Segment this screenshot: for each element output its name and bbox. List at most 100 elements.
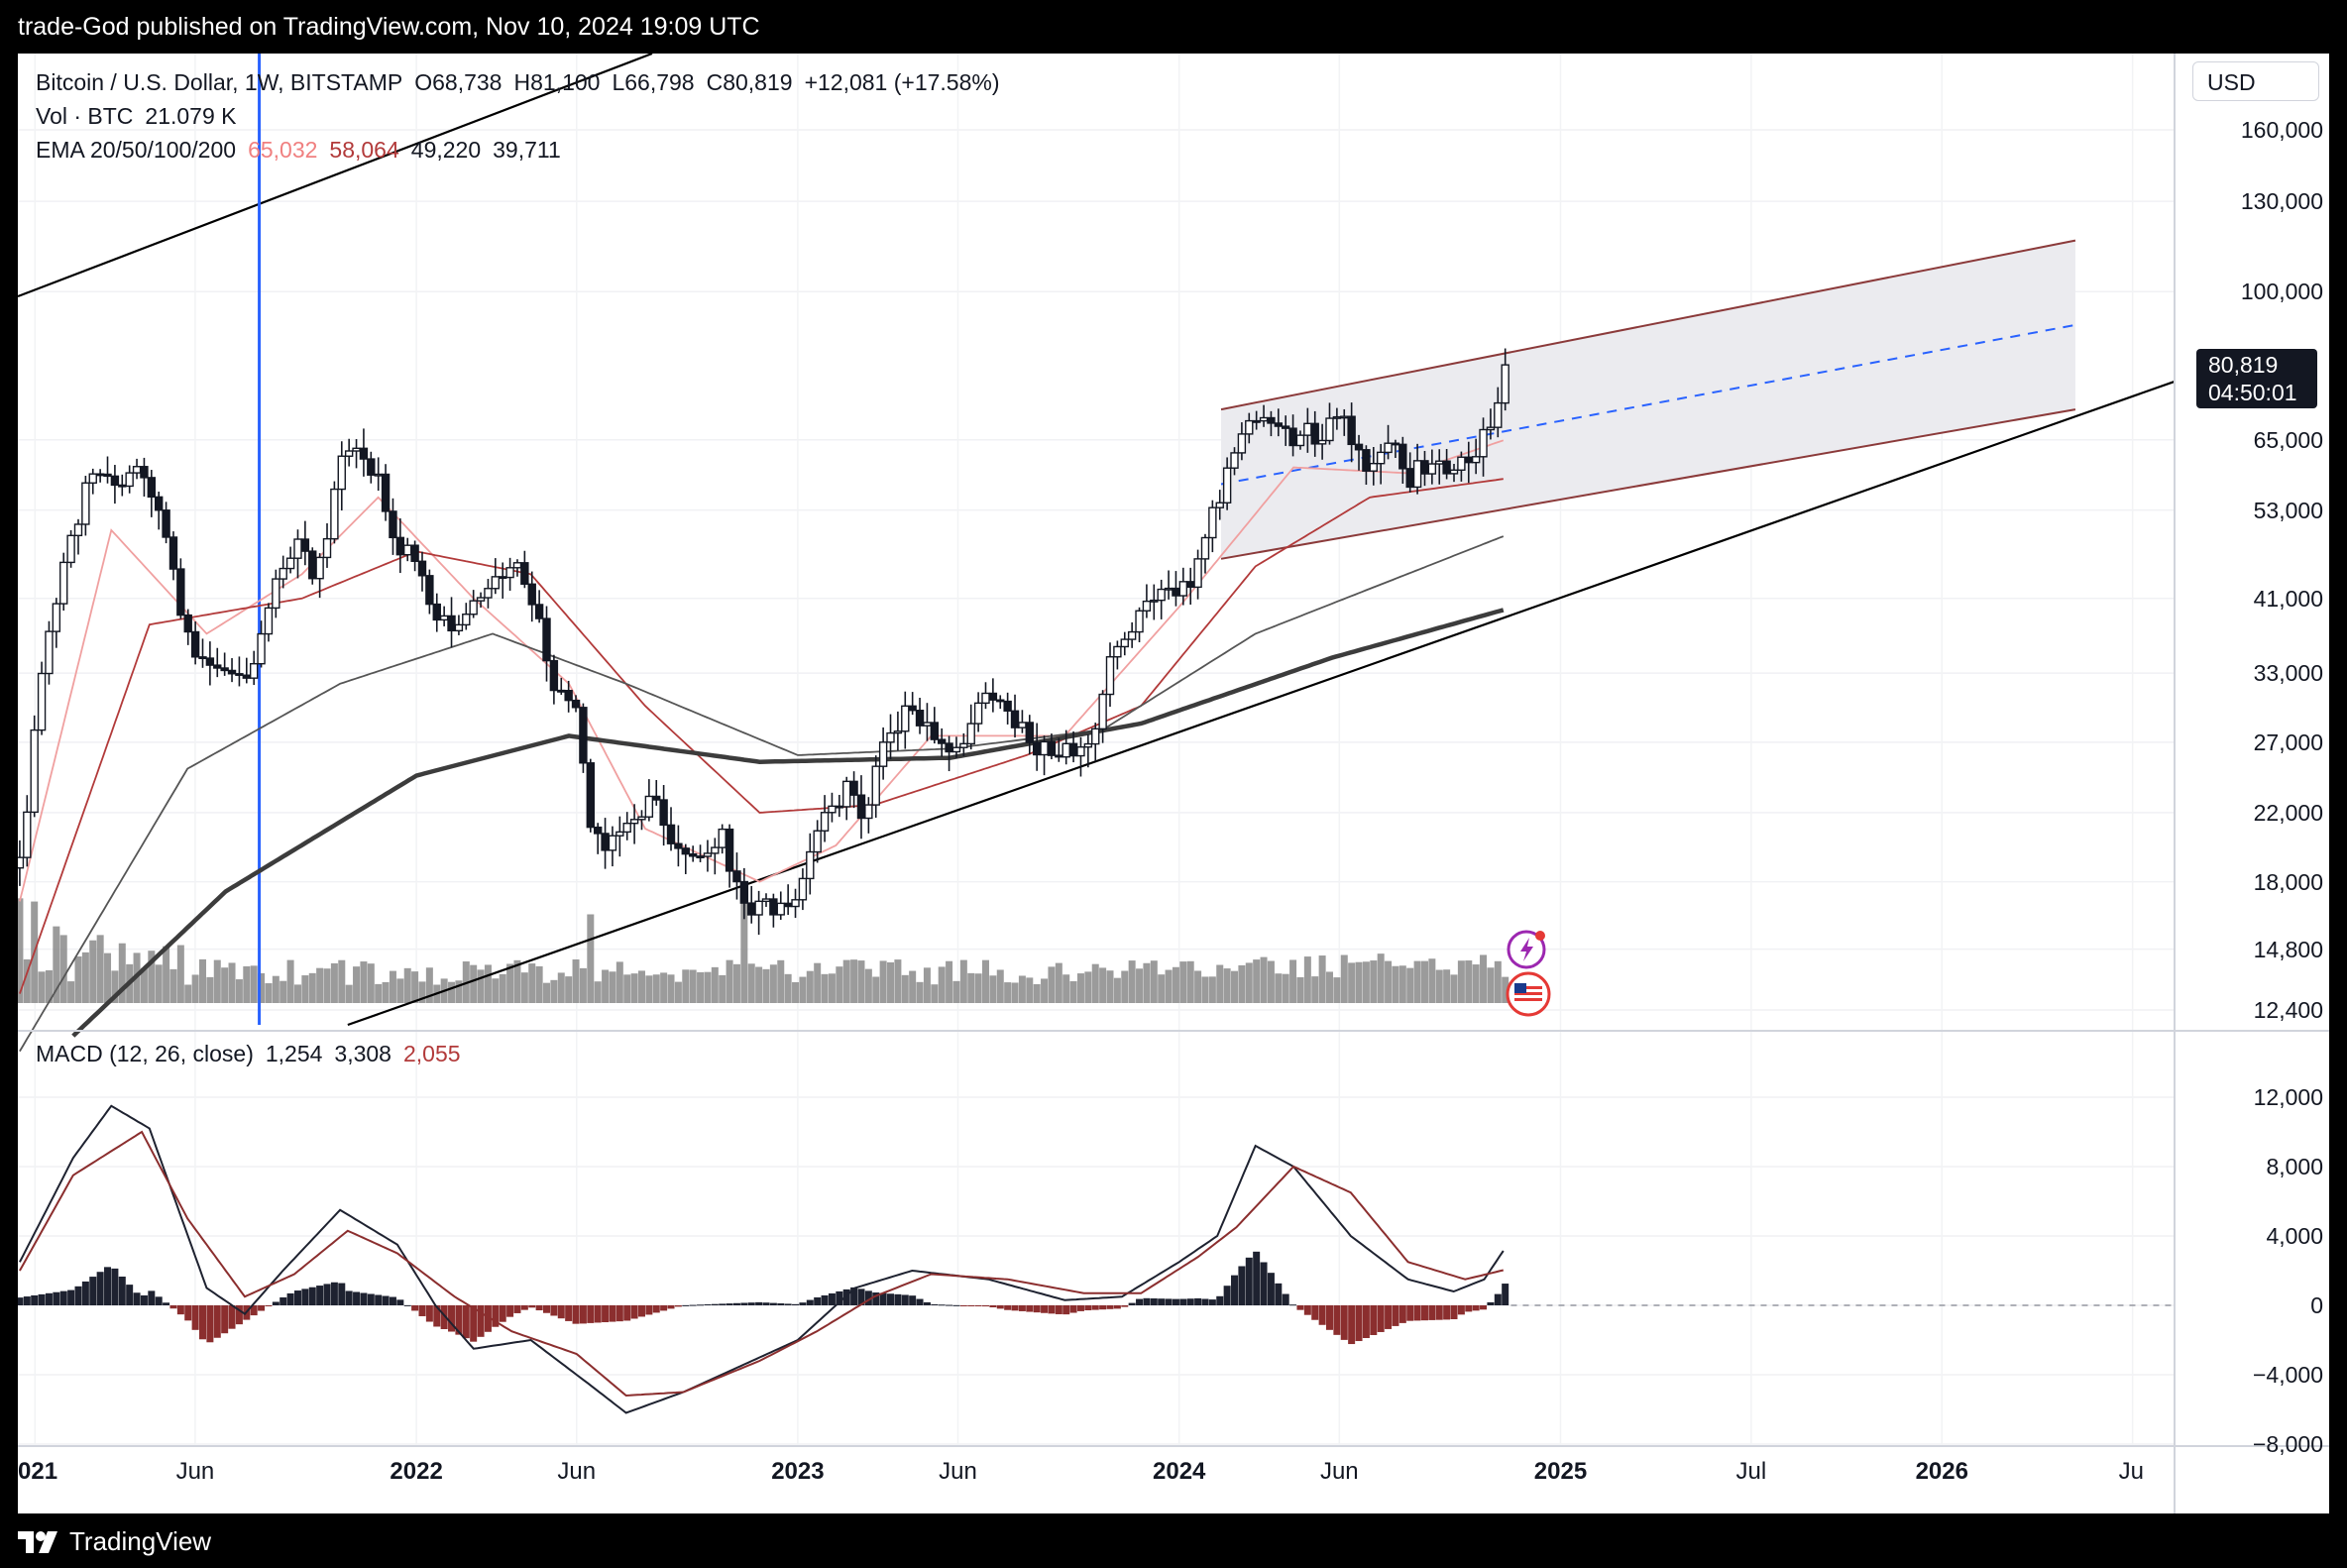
legend-ema-label[interactable]: EMA 20/50/100/200 <box>36 137 237 163</box>
candle[interactable] <box>951 746 961 753</box>
candle[interactable] <box>923 722 932 727</box>
candle[interactable] <box>1464 456 1473 464</box>
candle[interactable] <box>908 705 917 712</box>
chart-svg[interactable] <box>18 54 2329 1513</box>
candle[interactable] <box>125 472 134 488</box>
candle[interactable] <box>1295 434 1305 447</box>
candle[interactable] <box>981 692 990 705</box>
candle[interactable] <box>1427 463 1437 475</box>
candle[interactable] <box>1164 587 1174 591</box>
candle[interactable] <box>930 722 940 740</box>
candle[interactable] <box>856 794 866 820</box>
legend-symbol[interactable]: Bitcoin / U.S. Dollar, 1W, BITSTAMP <box>36 69 403 95</box>
candle[interactable] <box>344 450 354 457</box>
candle[interactable] <box>1405 468 1414 489</box>
candle[interactable] <box>696 855 705 859</box>
ema200-line[interactable] <box>71 608 1505 1038</box>
candle[interactable] <box>1098 693 1107 730</box>
candle[interactable] <box>864 804 873 820</box>
candle[interactable] <box>644 795 654 818</box>
candle[interactable] <box>183 614 192 633</box>
candle[interactable] <box>1420 460 1429 475</box>
candle[interactable] <box>1369 462 1378 472</box>
candle[interactable] <box>1267 416 1276 424</box>
candle[interactable] <box>81 482 90 525</box>
candle[interactable] <box>300 538 310 552</box>
candle[interactable] <box>293 538 302 559</box>
candle[interactable] <box>1172 587 1180 597</box>
candle[interactable] <box>849 780 858 796</box>
candle[interactable] <box>1398 443 1407 470</box>
candle[interactable] <box>1150 599 1159 603</box>
candle[interactable] <box>285 557 295 570</box>
candle[interactable] <box>381 473 391 512</box>
candle[interactable] <box>1047 740 1057 756</box>
candle[interactable] <box>1479 428 1488 458</box>
candle[interactable] <box>190 630 200 658</box>
candle[interactable] <box>279 567 287 580</box>
candle[interactable] <box>988 692 998 701</box>
candle[interactable] <box>147 477 157 499</box>
candle[interactable] <box>901 705 910 732</box>
candle[interactable] <box>557 689 566 693</box>
macd-signal-line[interactable] <box>19 1130 1505 1398</box>
candle[interactable] <box>601 833 610 851</box>
candle[interactable] <box>1003 700 1012 712</box>
candle[interactable] <box>1501 364 1509 404</box>
candle[interactable] <box>761 898 771 903</box>
candle[interactable] <box>549 659 559 692</box>
candle[interactable] <box>1055 754 1063 758</box>
candle[interactable] <box>593 826 603 835</box>
candle[interactable] <box>842 780 851 808</box>
candle[interactable] <box>1340 415 1349 419</box>
tradingview-logo[interactable]: TradingView <box>18 1526 211 1557</box>
candle[interactable] <box>432 603 441 621</box>
candle[interactable] <box>871 765 880 806</box>
candle[interactable] <box>30 728 39 814</box>
candle[interactable] <box>315 556 324 580</box>
candle[interactable] <box>66 534 75 564</box>
candle[interactable] <box>527 583 536 606</box>
candle[interactable] <box>103 473 112 478</box>
candle[interactable] <box>308 550 317 580</box>
us-flag-icon[interactable] <box>1504 969 1553 1019</box>
candle[interactable] <box>973 702 983 725</box>
candle[interactable] <box>1127 630 1137 640</box>
candle[interactable] <box>1391 442 1400 446</box>
macd-line[interactable] <box>19 1104 1505 1414</box>
candle[interactable] <box>937 738 947 744</box>
candle[interactable] <box>425 575 434 606</box>
candle[interactable] <box>703 852 713 857</box>
candle[interactable] <box>227 669 237 675</box>
candle[interactable] <box>776 902 785 916</box>
candle[interactable] <box>264 607 274 635</box>
candle[interactable] <box>564 690 573 702</box>
candle[interactable] <box>505 567 514 579</box>
candle[interactable] <box>352 447 361 452</box>
legend-macd-label[interactable]: MACD (12, 26, close) <box>36 1041 254 1066</box>
candle[interactable] <box>462 614 471 626</box>
candle[interactable] <box>374 473 383 477</box>
candle[interactable] <box>213 664 222 669</box>
candle[interactable] <box>1435 460 1444 465</box>
candle[interactable] <box>18 856 25 869</box>
candle[interactable] <box>637 816 646 821</box>
candle[interactable] <box>410 544 419 562</box>
candle[interactable] <box>1412 460 1422 489</box>
candle[interactable] <box>235 673 244 676</box>
candle[interactable] <box>73 523 83 537</box>
chart-frame[interactable]: Bitcoin / U.S. Dollar, 1W, BITSTAMP O68,7… <box>18 54 2329 1513</box>
candle[interactable] <box>359 447 369 460</box>
candle[interactable] <box>1083 742 1093 748</box>
candle[interactable] <box>1310 422 1319 445</box>
candle[interactable] <box>95 473 105 477</box>
candle[interactable] <box>37 672 47 731</box>
candle[interactable] <box>1362 449 1371 472</box>
candle[interactable] <box>168 536 178 570</box>
candle[interactable] <box>783 902 793 908</box>
candle[interactable] <box>1215 502 1224 508</box>
candle[interactable] <box>367 458 376 476</box>
candle[interactable] <box>1274 422 1284 427</box>
candle[interactable] <box>586 762 596 829</box>
trendline-support[interactable] <box>347 380 2176 1027</box>
